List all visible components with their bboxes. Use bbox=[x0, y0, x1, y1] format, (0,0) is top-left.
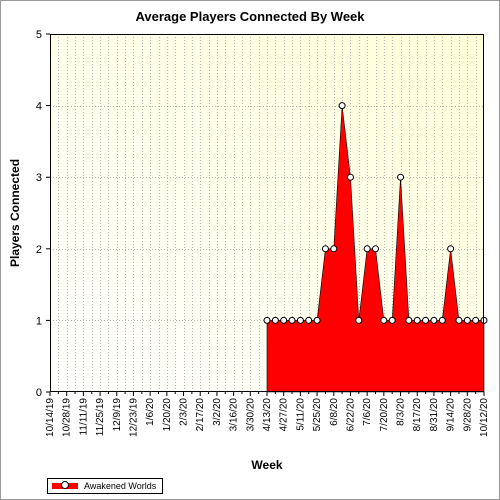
x-tick-label: 7/20/20 bbox=[379, 398, 390, 432]
x-tick-label: 10/14/19 bbox=[45, 398, 56, 437]
data-point bbox=[330, 245, 338, 253]
x-tick-label: 9/14/20 bbox=[446, 398, 457, 432]
x-tick-label: 1/6/20 bbox=[145, 398, 156, 426]
x-tick-label: 7/6/20 bbox=[362, 398, 373, 426]
legend: Awakened Worlds bbox=[47, 478, 164, 494]
y-tick-label: 0 bbox=[36, 387, 42, 399]
x-tick-label: 4/27/20 bbox=[279, 398, 290, 432]
data-point bbox=[338, 102, 346, 110]
x-tick-label: 12/23/19 bbox=[128, 398, 139, 437]
data-point bbox=[263, 316, 271, 324]
data-point bbox=[355, 316, 363, 324]
data-point bbox=[321, 245, 329, 253]
data-point bbox=[372, 245, 379, 253]
data-point bbox=[455, 316, 463, 324]
x-tick-label: 9/28/20 bbox=[462, 398, 473, 432]
data-point bbox=[388, 316, 396, 324]
x-tick-label: 4/13/20 bbox=[262, 398, 273, 432]
legend-label: Awakened Worlds bbox=[84, 481, 157, 491]
x-tick-label: 6/22/20 bbox=[345, 398, 356, 432]
x-tick-label: 8/3/20 bbox=[396, 398, 407, 426]
data-point bbox=[271, 316, 279, 324]
data-point bbox=[313, 316, 321, 324]
x-tick-label: 8/17/20 bbox=[412, 398, 423, 432]
data-point bbox=[413, 316, 421, 324]
series-markers bbox=[263, 102, 488, 324]
data-point bbox=[447, 245, 455, 253]
data-point bbox=[296, 316, 304, 324]
data-point bbox=[305, 316, 313, 324]
y-tick-label: 3 bbox=[36, 172, 42, 184]
x-tick-label: 10/28/19 bbox=[62, 398, 73, 437]
data-point bbox=[288, 316, 296, 324]
x-tick-label: 11/11/19 bbox=[78, 398, 89, 436]
y-tick-label: 1 bbox=[36, 315, 42, 327]
data-point bbox=[363, 245, 371, 253]
data-point bbox=[346, 173, 354, 181]
data-point bbox=[397, 173, 405, 181]
x-tick-label: 3/16/20 bbox=[229, 398, 240, 432]
x-tick-label: 3/2/20 bbox=[212, 398, 223, 426]
x-tick-label: 12/9/19 bbox=[112, 398, 123, 432]
legend-swatch bbox=[52, 481, 78, 490]
data-point bbox=[280, 316, 288, 324]
x-axis-label: Week bbox=[251, 458, 282, 472]
x-tick-label: 3/30/20 bbox=[245, 398, 256, 432]
chart-title: Average Players Connected By Week bbox=[135, 9, 365, 24]
data-point bbox=[430, 316, 438, 324]
data-point bbox=[405, 316, 413, 324]
x-tick-label: 6/8/20 bbox=[329, 398, 340, 426]
x-tick-label: 8/31/20 bbox=[429, 398, 440, 432]
plot-border bbox=[50, 34, 484, 392]
x-tick-label: 5/11/20 bbox=[295, 398, 306, 431]
y-tick-label: 4 bbox=[36, 101, 42, 113]
x-tick-label: 2/3/20 bbox=[179, 398, 190, 426]
y-tick-label: 5 bbox=[36, 29, 42, 41]
y-axis-label: Players Connected bbox=[8, 159, 22, 267]
data-point bbox=[422, 316, 430, 324]
x-tick-label: 10/12/20 bbox=[479, 398, 490, 437]
data-point bbox=[438, 316, 446, 324]
data-point bbox=[463, 316, 471, 324]
x-tick-label: 5/25/20 bbox=[312, 398, 323, 432]
data-point bbox=[380, 316, 388, 324]
x-tick-label: 11/25/19 bbox=[95, 398, 106, 437]
y-tick-label: 2 bbox=[36, 244, 42, 256]
x-tick-label: 1/20/20 bbox=[162, 398, 173, 432]
data-point bbox=[472, 316, 480, 324]
x-tick-label: 2/17/20 bbox=[195, 398, 206, 432]
